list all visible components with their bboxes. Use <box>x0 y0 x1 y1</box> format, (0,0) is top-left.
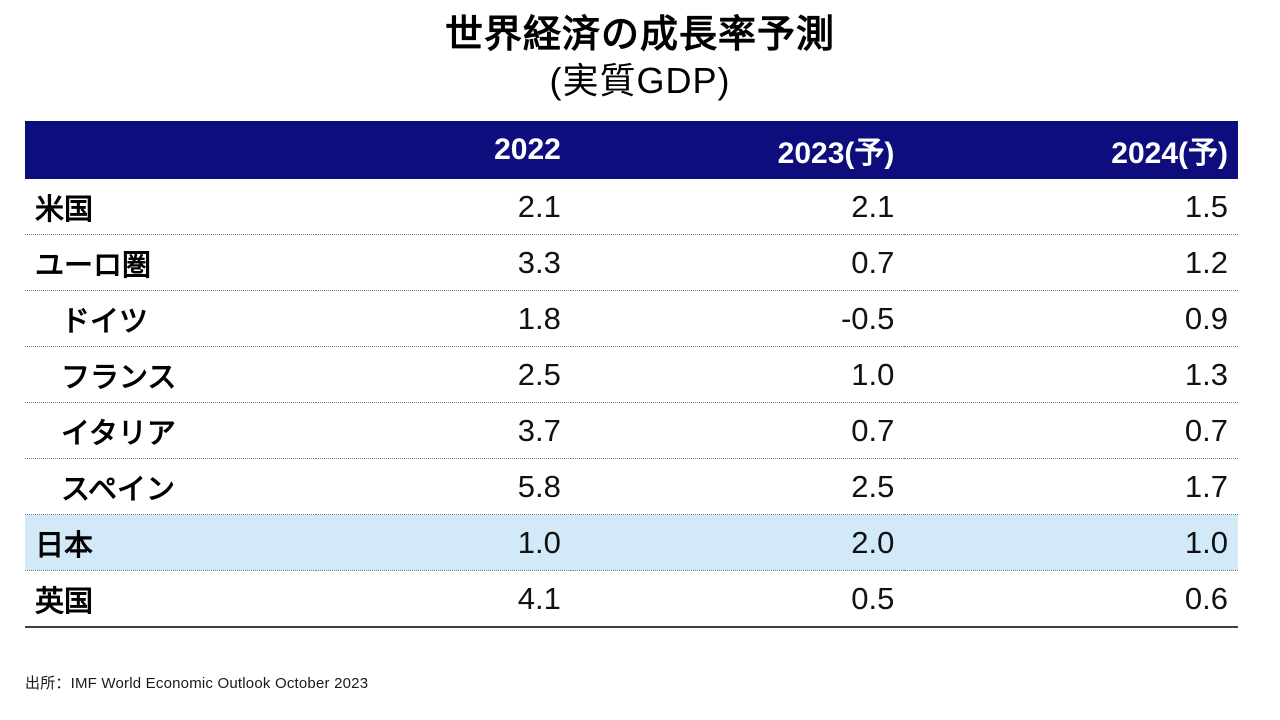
cell-value: 1.3 <box>904 346 1238 403</box>
cell-value: 2.1 <box>517 188 561 224</box>
page-title: 世界経済の成長率予測 <box>444 14 835 56</box>
cell-value: 1.0 <box>316 514 571 571</box>
table-row: 米国 2.1 2.1 1.5 <box>25 179 1238 235</box>
column-header-2022: 2022 <box>316 121 571 180</box>
column-header-2023: 2023(予) <box>570 121 905 180</box>
row-label: スペイン <box>25 458 317 515</box>
table-row: スペイン 5.8 2.5 1.7 <box>25 458 1238 515</box>
table-row: イタリア 3.7 0.7 0.7 <box>25 402 1238 459</box>
growth-table: 2022 2023(予) 2024(予) 米国 2.1 2.1 1.5 ユーロ圏 3.3 0… <box>25 121 1238 629</box>
column-header-country <box>25 121 317 180</box>
row-label: イタリア <box>25 402 317 459</box>
cell-value: 2.1 <box>851 188 895 224</box>
table-row: ドイツ 1.8 -0.5 0.9 <box>25 290 1238 347</box>
cell-value: 0.9 <box>904 290 1238 347</box>
row-label: ドイツ <box>25 290 317 347</box>
cell-value: 4.1 <box>316 570 571 629</box>
cell-value: 1.7 <box>904 458 1238 515</box>
table-row: 日本 1.0 2.0 1.0 <box>25 514 1238 571</box>
cell-value: 1.5 <box>1184 188 1228 224</box>
row-label: 日本 <box>25 514 317 571</box>
table-row: フランス 2.5 1.0 1.3 <box>25 346 1238 403</box>
cell-value: 5.8 <box>316 458 571 515</box>
row-label: 英国 <box>25 570 317 629</box>
row-label: ユーロ圏 <box>25 234 317 291</box>
cell-value: 0.7 <box>570 402 905 459</box>
cell-value: 3.3 <box>316 234 571 291</box>
cell-value: 1.0 <box>570 346 905 403</box>
row-label: 米国 <box>35 193 94 226</box>
cell-value: 3.7 <box>316 402 571 459</box>
row-label: フランス <box>25 346 317 403</box>
table-row: 英国 4.1 0.5 0.6 <box>25 570 1238 629</box>
cell-value: 2.0 <box>570 514 905 571</box>
cell-value: 1.2 <box>904 234 1238 291</box>
cell-value: 2.5 <box>570 458 905 515</box>
table-body: 米国 2.1 2.1 1.5 ユーロ圏 3.3 0.7 1.2 ドイツ 1.8 -0.5 0.9 フラン… <box>25 179 1238 629</box>
cell-value: 0.7 <box>904 402 1238 459</box>
column-header-2024: 2024(予) <box>904 121 1238 180</box>
cell-value: 0.6 <box>904 570 1238 629</box>
cell-value: 1.8 <box>316 290 571 347</box>
source-note: 出所：IMF World Economic Outlook October 20… <box>25 675 369 693</box>
cell-value: 2.5 <box>316 346 571 403</box>
cell-value: 0.5 <box>570 570 905 629</box>
cell-value: 1.0 <box>904 514 1238 571</box>
table-header: 2022 2023(予) 2024(予) <box>25 121 1238 180</box>
cell-value: 0.7 <box>570 234 905 291</box>
page-subtitle: (実質GDP) <box>549 59 731 101</box>
cell-value: -0.5 <box>570 290 905 347</box>
table-row: ユーロ圏 3.3 0.7 1.2 <box>25 234 1238 291</box>
header-row: 2022 2023(予) 2024(予) <box>25 121 1238 180</box>
